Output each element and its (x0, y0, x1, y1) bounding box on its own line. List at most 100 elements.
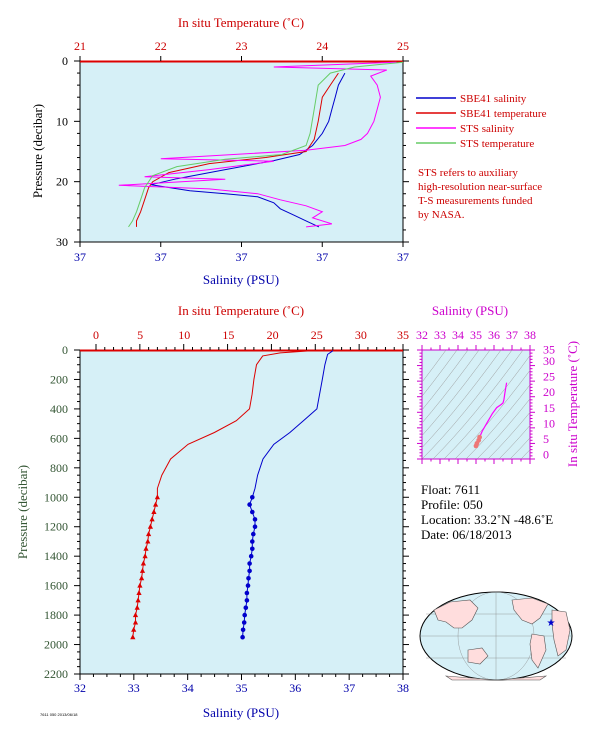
landmass-antarctica (444, 675, 548, 681)
near-surface-y-axis-title: Pressure (decibar) (30, 104, 45, 198)
ts-x-tick: 37 (506, 328, 518, 342)
density-contour (422, 350, 480, 424)
legend-label-sts-temperature: STS temperature (460, 138, 534, 150)
ts-density-contours (422, 350, 530, 459)
full-profile-y-tick: 1600 (44, 579, 68, 593)
temperature-point (153, 501, 159, 507)
density-contour (432, 350, 524, 459)
temperature-point (142, 553, 148, 559)
salinity-point (250, 539, 255, 544)
salinity-point (241, 620, 247, 625)
near-surface-legend: SBE41 salinity SBE41 temperature STS sal… (416, 93, 547, 150)
temperature-point (147, 523, 153, 529)
full-profile-top-tick: 5 (137, 328, 143, 342)
float-location: Location: 33.2˚N -48.6˚E (421, 512, 553, 527)
full-profile-top-tick: 10 (178, 328, 190, 342)
salinity-point (242, 612, 247, 618)
salinity-point (247, 568, 252, 574)
near-surface-panel: In situ Temperature (˚C) 21 22 23 24 25 … (30, 15, 409, 287)
full-profile-y-tick: 600 (50, 431, 68, 445)
density-contour (422, 350, 469, 411)
full-profile-y-tick: 1200 (44, 520, 68, 534)
salinity-point (251, 531, 256, 537)
full-profile-series (130, 350, 334, 640)
density-contour (498, 424, 530, 459)
legend-label-sts-salinity: STS salinity (460, 123, 515, 135)
temperature-point (143, 545, 149, 551)
landmass-australia (467, 647, 489, 665)
near-surface-y-tick: 20 (56, 175, 68, 189)
near-surface-top-tick: 21 (74, 39, 86, 53)
full-profile-y-tick: 800 (50, 461, 68, 475)
ts-x-tick: 34 (452, 328, 464, 342)
sts-note-line: by NASA. (418, 209, 465, 221)
density-contour (487, 411, 530, 459)
full-profile-bottom-tick: 34 (182, 681, 194, 695)
ts-y-ticks: 0 5 10 15 20 25 30 35 (543, 343, 555, 462)
ts-y-tick: 0 (543, 448, 549, 462)
world-map: ★ (419, 591, 573, 681)
ts-y-axis-title: In situ Temperature (˚C) (565, 341, 580, 467)
ts-x-tick: 32 (416, 328, 428, 342)
density-contour (422, 350, 513, 459)
temperature-point (139, 575, 145, 581)
salinity-point (246, 576, 251, 581)
near-surface-y-tick: 0 (62, 54, 68, 68)
full-profile-bottom-tick: 35 (236, 681, 248, 695)
density-contour (454, 369, 530, 459)
near-surface-line-sbe41-salinity (150, 72, 346, 228)
density-contour (422, 350, 447, 383)
full-profile-y-tick: 2000 (44, 638, 68, 652)
density-contour (476, 398, 530, 459)
ts-y-tick: 35 (543, 343, 555, 357)
float-id: Float: 7611 (421, 482, 480, 497)
salinity-point (252, 524, 258, 529)
full-profile-y-tick: 200 (50, 373, 68, 387)
float-location-star: ★ (547, 618, 556, 629)
near-surface-bottom-tick: 37 (236, 250, 248, 264)
near-surface-bottom-tick: 37 (155, 250, 167, 264)
profile-number: Profile: 050 (421, 497, 483, 512)
float-info: Float: 7611 Profile: 050 Location: 33.2˚… (421, 482, 553, 542)
temperature-point (131, 626, 137, 632)
ts-y-tick: 25 (543, 370, 555, 384)
density-contour (422, 350, 458, 397)
near-surface-top-ticks: 21 22 23 24 25 (74, 39, 409, 53)
full-profile-bottom-tick: 36 (289, 681, 301, 695)
profile-date: Date: 06/18/2013 (421, 527, 512, 542)
footer-caption: 7611 050 2013/06/18 (40, 712, 78, 717)
full-profile-y-axis-title: Pressure (decibar) (15, 465, 30, 559)
near-surface-top-tick: 22 (155, 39, 167, 53)
near-surface-line-sts-salinity (118, 61, 397, 228)
ts-top-axis-title: Salinity (PSU) (432, 303, 508, 318)
world-map-land (433, 597, 571, 681)
temperature-point (139, 567, 146, 573)
density-contour (422, 350, 491, 437)
near-surface-axis-tick-marks (74, 56, 409, 247)
sts-note-line: high-resolution near-surface (418, 181, 542, 193)
legend-label-sbe41-salinity: SBE41 salinity (460, 93, 527, 105)
full-profile-bottom-tick: 37 (343, 681, 355, 695)
near-surface-plot-area (79, 60, 404, 243)
salinity-point (240, 627, 246, 633)
full-profile-y-tick: 400 (50, 402, 68, 416)
full-profile-top-tick: 35 (397, 328, 409, 342)
ts-x-ticks: 32 33 34 35 36 37 38 (416, 328, 536, 342)
density-contour (422, 350, 502, 448)
temperature-point (130, 634, 136, 640)
ts-x-tick: 38 (524, 328, 536, 342)
ts-x-tick: 33 (434, 328, 446, 342)
legend-label-sbe41-temperature: SBE41 temperature (460, 108, 547, 120)
ts-plot-area (421, 349, 531, 460)
landmass-europe-africa (551, 609, 571, 657)
sts-note-line: T-S measurements funded (418, 195, 533, 207)
salinity-point (250, 495, 255, 500)
temperature-point (140, 560, 146, 566)
salinity-point (245, 583, 251, 588)
full-profile-y-tick: 1800 (44, 608, 68, 622)
full-profile-y-ticks: 0 200 400 600 800 1000 1200 1400 1600 18… (44, 343, 68, 681)
full-profile-y-tick: 1400 (44, 549, 68, 563)
temperature-point (146, 531, 152, 537)
near-surface-y-ticks: 0 10 20 30 (56, 54, 68, 249)
